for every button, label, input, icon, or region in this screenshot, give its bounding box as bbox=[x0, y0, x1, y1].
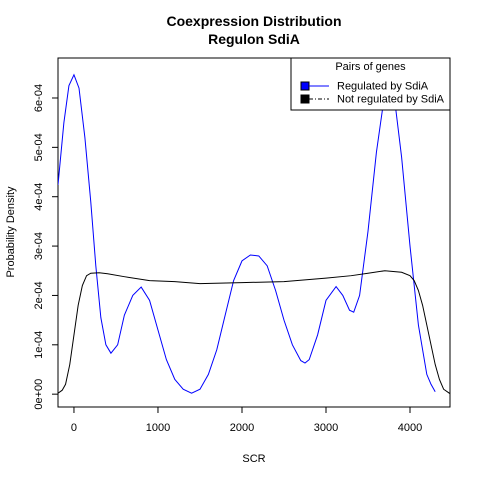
chart-title: Regulon SdiA bbox=[208, 31, 300, 47]
y-tick-label: 0e+00 bbox=[33, 379, 45, 410]
y-tick-label: 3e-04 bbox=[33, 232, 45, 260]
legend-swatch bbox=[300, 81, 310, 91]
x-tick-label: 4000 bbox=[398, 422, 422, 434]
legend-swatch bbox=[300, 94, 310, 104]
y-tick-label: 1e-04 bbox=[33, 331, 45, 359]
legend-label: Not regulated by SdiA bbox=[337, 94, 445, 106]
x-tick-label: 2000 bbox=[230, 422, 254, 434]
x-tick-label: 1000 bbox=[146, 422, 170, 434]
y-tick-label: 6e-04 bbox=[33, 84, 45, 112]
y-tick-label: 4e-04 bbox=[33, 183, 45, 211]
legend-title: Pairs of genes bbox=[335, 61, 406, 73]
chart-title: Coexpression Distribution bbox=[166, 13, 341, 29]
y-axis-label: Probability Density bbox=[5, 186, 17, 278]
x-axis-label: SCR bbox=[242, 453, 265, 465]
series-line bbox=[58, 73, 436, 394]
x-tick-label: 0 bbox=[71, 422, 77, 434]
plot-frame bbox=[57, 57, 451, 408]
legend-label: Regulated by SdiA bbox=[337, 81, 429, 93]
legend-box bbox=[290, 57, 451, 111]
series-line bbox=[58, 270, 450, 395]
y-tick-label: 5e-04 bbox=[33, 133, 45, 161]
y-tick-label: 2e-04 bbox=[33, 281, 45, 309]
x-tick-label: 3000 bbox=[314, 422, 338, 434]
